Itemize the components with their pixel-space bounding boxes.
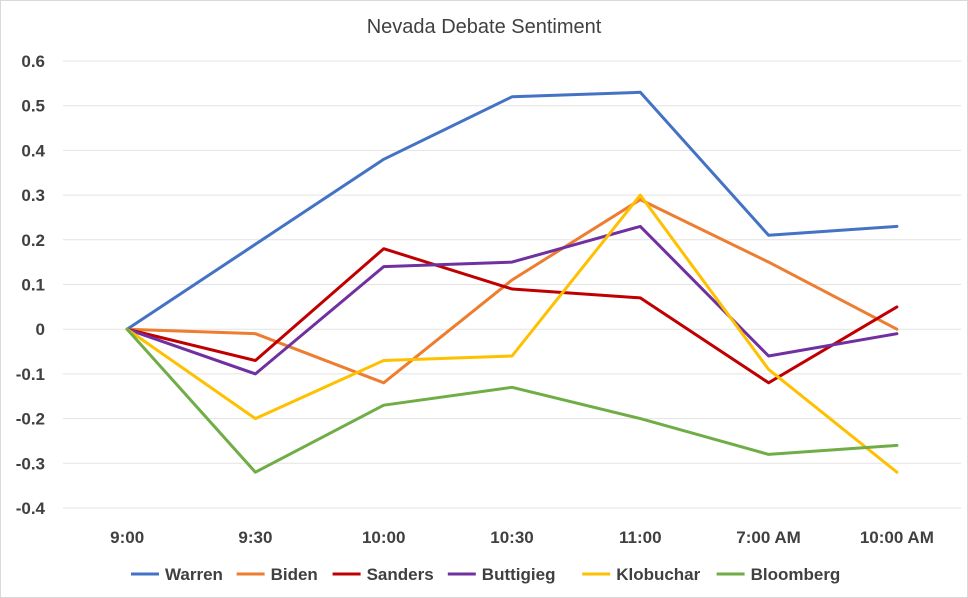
x-axis-ticks: 9:00 9:30 10:00 10:30 11:00 7:00 AM 10:00 AM — [110, 528, 934, 547]
legend: Warren Biden Sanders Buttigieg Klobuchar Bloo… — [131, 565, 840, 584]
x-tick-label: 9:30 — [238, 528, 272, 547]
y-tick-label: -0.4 — [16, 499, 46, 518]
series-line-bloomberg — [125, 327, 899, 474]
x-tick-label: 7:00 AM — [736, 528, 801, 547]
x-tick-label: 11:00 — [619, 528, 662, 547]
legend-item-warren: Warren — [131, 565, 223, 584]
legend-label: Bloomberg — [751, 565, 841, 584]
y-tick-label: 0.3 — [21, 186, 45, 205]
legend-label: Biden — [271, 565, 318, 584]
y-tick-label: -0.1 — [16, 365, 45, 384]
legend-label: Buttigieg — [482, 565, 556, 584]
legend-item-klobuchar: Klobuchar — [582, 565, 701, 584]
legend-label: Sanders — [367, 565, 434, 584]
legend-item-sanders: Sanders — [332, 565, 434, 584]
y-tick-label: 0 — [36, 320, 45, 339]
y-axis-ticks: 0.6 0.5 0.4 0.3 0.2 0.1 0 -0.1 -0.2 -0.3 -0.4 — [16, 52, 46, 518]
series-line-klobuchar — [125, 193, 899, 474]
y-tick-label: -0.2 — [16, 410, 45, 429]
x-tick-label: 10:00 AM — [860, 528, 934, 547]
x-tick-label: 10:00 — [362, 528, 405, 547]
legend-item-bloomberg: Bloomberg — [716, 565, 841, 584]
y-tick-label: 0.4 — [21, 141, 45, 160]
y-tick-label: 0.5 — [21, 97, 45, 116]
y-tick-label: 0.1 — [21, 276, 45, 295]
y-tick-label: 0.6 — [21, 52, 45, 71]
series-line-warren — [125, 90, 899, 331]
series-line-buttigieg — [125, 224, 899, 376]
x-tick-label: 10:30 — [490, 528, 533, 547]
series-lines — [125, 90, 899, 474]
legend-item-buttigieg: Buttigieg — [447, 565, 556, 584]
legend-item-biden: Biden — [236, 565, 318, 584]
series-line-biden — [125, 198, 899, 385]
x-tick-label: 9:00 — [110, 528, 144, 547]
chart-title: Nevada Debate Sentiment — [367, 16, 602, 38]
gridlines — [63, 60, 961, 509]
y-tick-label: 0.2 — [21, 231, 45, 250]
legend-label: Klobuchar — [616, 565, 700, 584]
series-line-sanders — [125, 247, 899, 385]
legend-label: Warren — [165, 565, 223, 584]
y-tick-label: -0.3 — [16, 454, 45, 473]
